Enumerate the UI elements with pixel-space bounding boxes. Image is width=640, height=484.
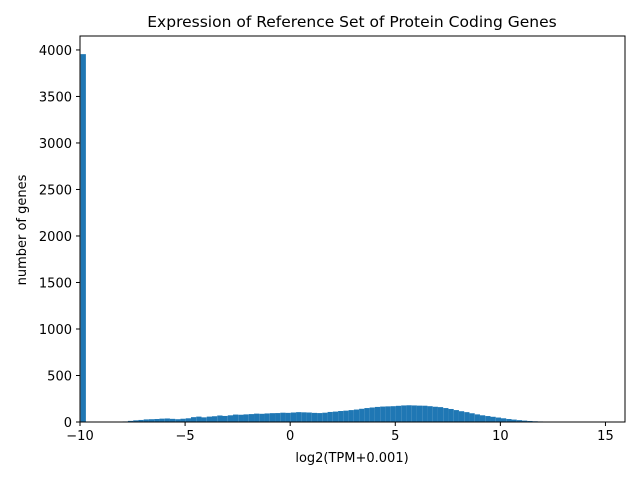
histogram-bar: [391, 406, 396, 422]
histogram-bar: [485, 416, 490, 422]
histogram-bar: [196, 417, 201, 422]
histogram-bar: [317, 413, 322, 422]
histogram-bar: [490, 417, 495, 422]
histogram-bar: [233, 415, 238, 422]
x-tick-label: −5: [176, 429, 195, 444]
histogram-bar: [375, 407, 380, 422]
histogram-bar: [417, 406, 422, 422]
histogram-bar: [338, 411, 343, 422]
x-tick-label: 10: [492, 429, 509, 444]
histogram-bar: [401, 405, 406, 422]
y-tick-label: 2000: [39, 230, 72, 245]
histogram-bar: [370, 407, 375, 422]
histogram-bar: [469, 413, 474, 422]
histogram-bar: [259, 414, 264, 422]
x-tick-label: 5: [391, 429, 399, 444]
histogram-bar: [223, 416, 228, 422]
histogram-bar: [165, 418, 170, 422]
histogram-bar: [217, 415, 222, 422]
histogram-bar: [249, 414, 254, 422]
histogram-bar: [312, 413, 317, 422]
histogram-bar: [238, 415, 243, 422]
y-tick-label: 1500: [39, 276, 72, 291]
histogram-bar: [228, 415, 233, 422]
histogram-bar: [333, 412, 338, 422]
histogram-bar: [427, 406, 432, 422]
histogram-bar: [159, 419, 164, 422]
y-tick-label: 4000: [39, 44, 72, 59]
x-axis-label: log2(TPM+0.001): [295, 451, 408, 466]
histogram-bar: [286, 413, 291, 422]
y-tick-label: 1000: [39, 323, 72, 338]
histogram-bar: [265, 413, 270, 422]
histogram-bar: [349, 410, 354, 422]
histogram-bar: [464, 412, 469, 422]
histogram-bar: [328, 412, 333, 422]
x-tick-label: 15: [597, 429, 614, 444]
histogram-bar: [406, 405, 411, 422]
histogram-bar: [448, 409, 453, 422]
x-tick-label: −10: [66, 429, 93, 444]
histogram-bar: [412, 405, 417, 422]
y-tick-label: 3500: [39, 90, 72, 105]
histogram-bar: [354, 410, 359, 422]
histogram-bar: [433, 407, 438, 422]
histogram-bar: [475, 414, 480, 422]
histogram-bar: [438, 407, 443, 422]
y-tick-label: 0: [64, 416, 72, 431]
y-tick-label: 3000: [39, 137, 72, 152]
histogram-bar: [496, 418, 501, 422]
histogram-bar: [359, 409, 364, 422]
histogram-bar: [322, 413, 327, 422]
chart-title: Expression of Reference Set of Protein C…: [147, 13, 556, 31]
histogram-bar: [280, 413, 285, 422]
histogram-bar: [291, 413, 296, 422]
histogram-bar: [81, 54, 86, 422]
histogram-bar: [454, 410, 459, 422]
histogram-bar: [186, 418, 191, 422]
histogram-bar: [343, 411, 348, 422]
histogram-bar: [244, 414, 249, 422]
histogram-bar: [385, 406, 390, 422]
histogram-bar: [254, 414, 259, 422]
histogram-bar: [191, 417, 196, 422]
histogram-bar: [201, 417, 206, 422]
histogram-bar: [307, 413, 312, 422]
y-tick-label: 500: [47, 369, 72, 384]
histogram-bar: [296, 412, 301, 422]
histogram-bar: [422, 406, 427, 422]
histogram-bar: [501, 418, 506, 422]
histogram-bar: [443, 408, 448, 422]
histogram-bar: [364, 408, 369, 422]
y-tick-label: 2500: [39, 183, 72, 198]
histogram-bar: [270, 413, 275, 422]
histogram-bar: [480, 415, 485, 422]
histogram-bar: [301, 412, 306, 422]
histogram-bar: [207, 417, 212, 422]
histogram-bar: [380, 407, 385, 422]
histogram-bar: [212, 416, 217, 422]
x-tick-label: 0: [286, 429, 294, 444]
y-axis-label: number of genes: [15, 174, 30, 285]
histogram-bar: [275, 413, 280, 422]
histogram-bar: [459, 411, 464, 422]
histogram-bar: [396, 406, 401, 422]
